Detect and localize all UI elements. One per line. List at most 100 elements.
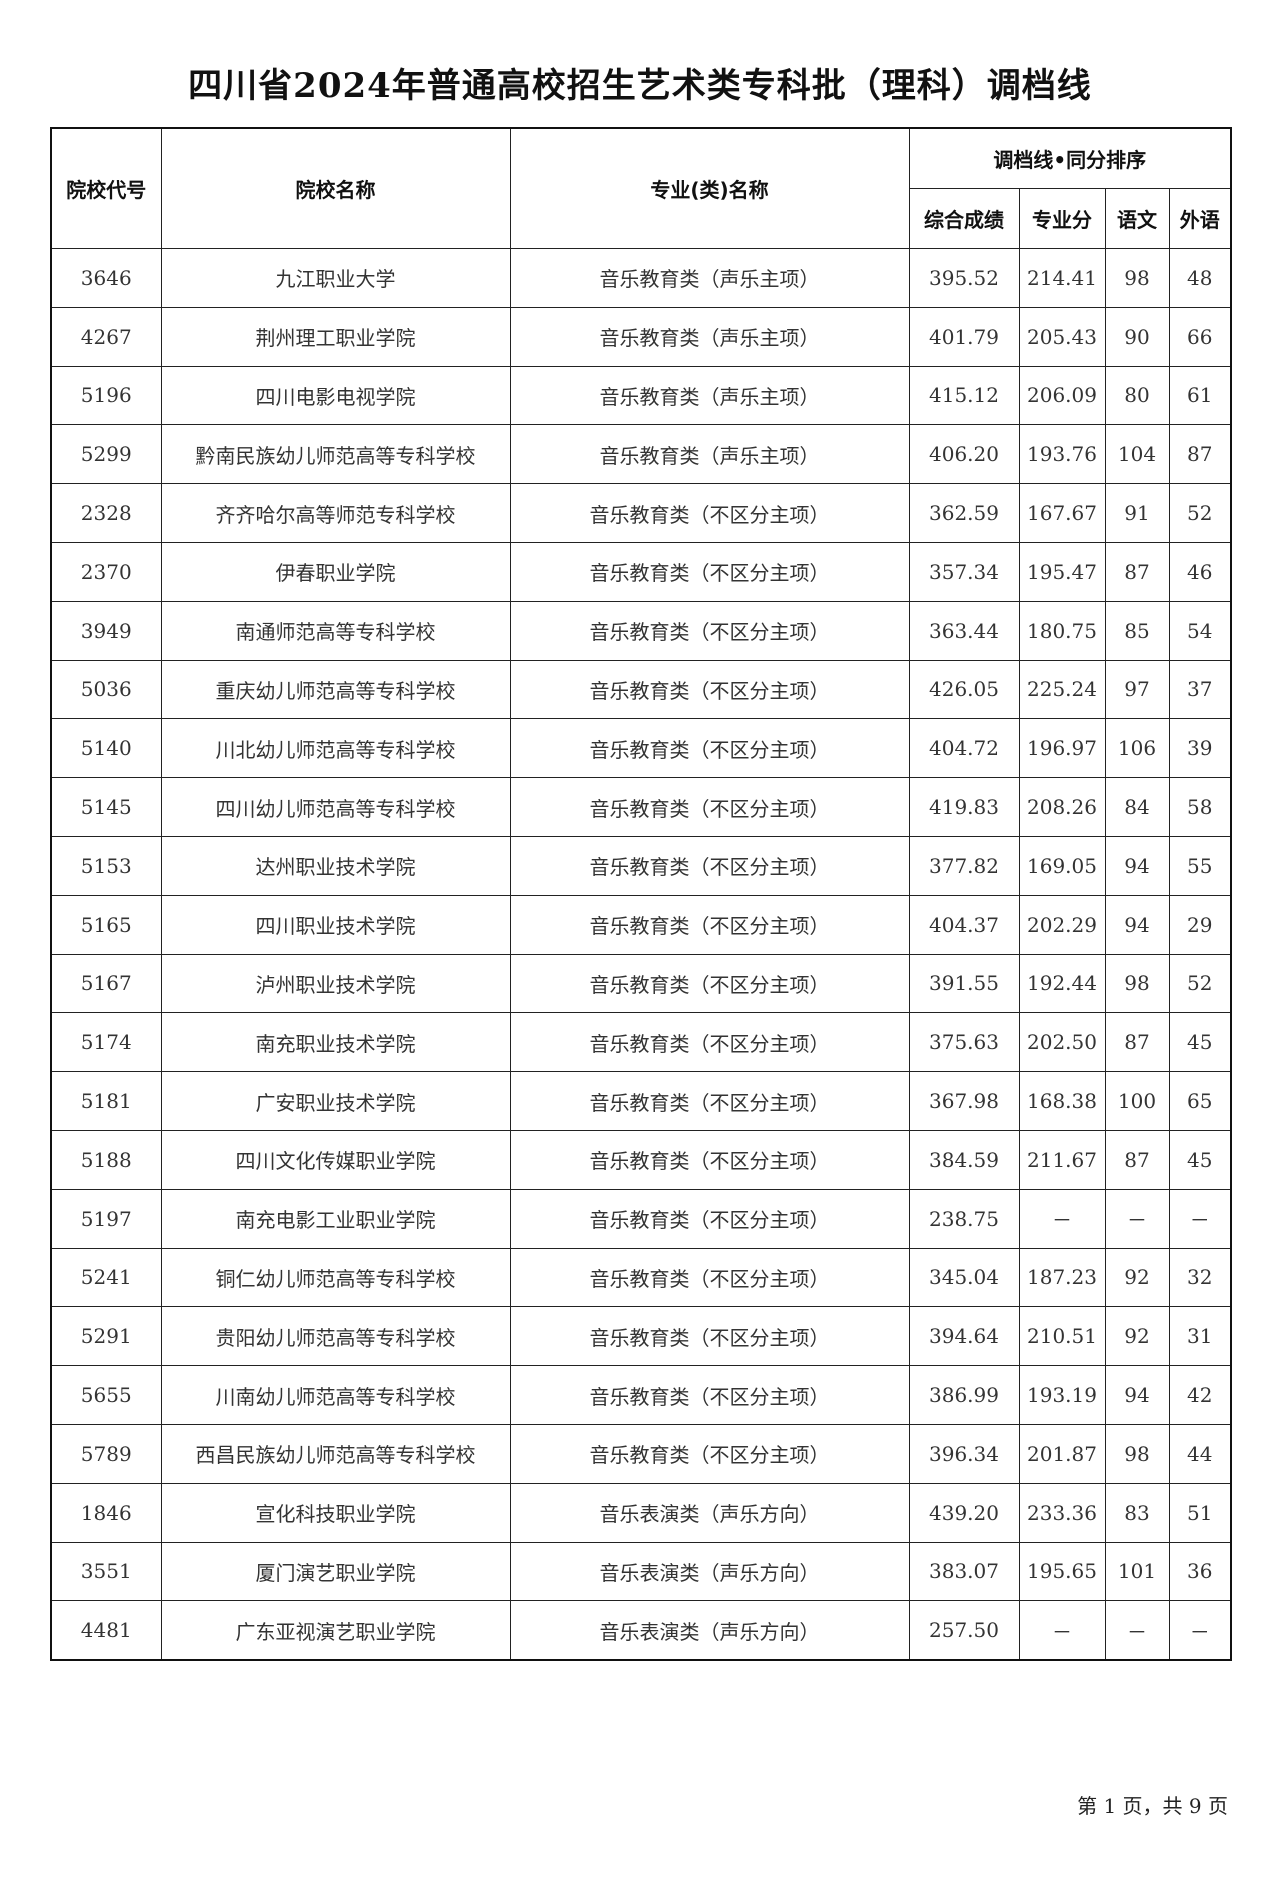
cell-total: 383.07 [908,1541,1020,1602]
cell-major: 音乐教育类（不区分主项） [509,1365,910,1425]
cell-code: 5165 [50,894,162,955]
cell-school: 西昌民族幼儿师范高等专科学校 [160,1423,511,1484]
table-row: 5181 广安职业技术学院 音乐教育类（不区分主项） 367.98 168.38 100 6… [50,1071,1232,1131]
cell-total: 404.37 [908,894,1020,955]
cell-chinese: 87 [1104,1129,1170,1190]
cell-major: 音乐教育类（不区分主项） [509,659,910,720]
table-row: 5165 四川职业技术学院 音乐教育类（不区分主项） 404.37 202.29 94 29 [50,894,1232,955]
cell-school: 齐齐哈尔高等师范专科学校 [160,483,511,543]
cell-major: 音乐表演类（声乐方向） [509,1482,910,1543]
cell-total: 394.64 [908,1306,1020,1367]
cell-code: 5153 [50,835,162,896]
cell-total: 426.05 [908,659,1020,720]
cell-major: 音乐教育类（声乐主项） [509,306,910,367]
cell-code: 5167 [50,953,162,1014]
cell-total: 391.55 [908,953,1020,1014]
cell-major: 音乐教育类（不区分主项） [509,777,910,837]
cell-chinese: 92 [1104,1306,1170,1367]
table-row: 1846 宣化科技职业学院 音乐表演类（声乐方向） 439.20 233.36 83 51 [50,1482,1232,1543]
cell-total: 345.04 [908,1247,1020,1308]
cell-school: 四川幼儿师范高等专科学校 [160,777,511,837]
cell-chinese: 100 [1104,1071,1170,1131]
table-row: 5036 重庆幼儿师范高等专科学校 音乐教育类（不区分主项） 426.05 225.24… [50,659,1232,720]
cell-prof: 195.47 [1018,541,1106,602]
cell-foreign: 55 [1168,835,1232,896]
cell-major: 音乐教育类（声乐主项） [509,424,910,485]
cell-school: 广安职业技术学院 [160,1071,511,1131]
cell-total: 377.82 [908,835,1020,896]
cell-prof: 180.75 [1018,600,1106,661]
cell-foreign: 87 [1168,424,1232,485]
cell-prof: 205.43 [1018,306,1106,367]
cell-chinese: 101 [1104,1541,1170,1602]
cell-chinese: 85 [1104,600,1170,661]
cell-chinese: 97 [1104,659,1170,720]
cell-prof: 167.67 [1018,483,1106,543]
cell-foreign: 37 [1168,659,1232,720]
cell-major: 音乐表演类（声乐方向） [509,1600,910,1661]
header-foreign: 外语 [1168,188,1232,249]
cell-prof: 168.38 [1018,1071,1106,1131]
cell-code: 5145 [50,777,162,837]
cell-prof: 225.24 [1018,659,1106,720]
cell-chinese: － [1104,1188,1170,1249]
cell-chinese: 80 [1104,365,1170,426]
cell-school: 四川文化传媒职业学院 [160,1129,511,1190]
cell-foreign: 61 [1168,365,1232,426]
cell-code: 4481 [50,1600,162,1661]
cell-school: 四川职业技术学院 [160,894,511,955]
cell-total: 386.99 [908,1365,1020,1425]
cell-prof: － [1018,1600,1106,1661]
table-row: 4267 荆州理工职业学院 音乐教育类（声乐主项） 401.79 205.43 90 66 [50,306,1232,367]
cell-total: 396.34 [908,1423,1020,1484]
cell-major: 音乐教育类（不区分主项） [509,600,910,661]
header-group: 调档线•同分排序 [908,127,1232,189]
cell-total: 401.79 [908,306,1020,367]
cell-school: 四川电影电视学院 [160,365,511,426]
cell-major: 音乐教育类（不区分主项） [509,894,910,955]
table-row: 5174 南充职业技术学院 音乐教育类（不区分主项） 375.63 202.50 87 45 [50,1012,1232,1073]
cell-foreign: 36 [1168,1541,1232,1602]
cell-total: 406.20 [908,424,1020,485]
cell-total: 384.59 [908,1129,1020,1190]
cell-prof: － [1018,1188,1106,1249]
cell-chinese: 94 [1104,1365,1170,1425]
cell-school: 南通师范高等专科学校 [160,600,511,661]
cell-foreign: 65 [1168,1071,1232,1131]
cell-prof: 195.65 [1018,1541,1106,1602]
cell-prof: 202.29 [1018,894,1106,955]
cell-major: 音乐表演类（声乐方向） [509,1541,910,1602]
table-row: 3646 九江职业大学 音乐教育类（声乐主项） 395.52 214.41 98 48 [50,248,1232,308]
cell-foreign: 39 [1168,718,1232,779]
cell-total: 362.59 [908,483,1020,543]
cell-prof: 211.67 [1018,1129,1106,1190]
cell-foreign: 48 [1168,248,1232,308]
cell-major: 音乐教育类（声乐主项） [509,365,910,426]
table-row: 5167 泸州职业技术学院 音乐教育类（不区分主项） 391.55 192.44 98 52 [50,953,1232,1014]
table-row: 5291 贵阳幼儿师范高等专科学校 音乐教育类（不区分主项） 394.64 210.51… [50,1306,1232,1367]
cell-chinese: 92 [1104,1247,1170,1308]
cell-school: 铜仁幼儿师范高等专科学校 [160,1247,511,1308]
table-row: 2370 伊春职业学院 音乐教育类（不区分主项） 357.34 195.47 87 46 [50,541,1232,602]
cell-foreign: 51 [1168,1482,1232,1543]
table-row: 5196 四川电影电视学院 音乐教育类（声乐主项） 415.12 206.09 80 61 [50,365,1232,426]
table-row: 5299 黔南民族幼儿师范高等专科学校 音乐教育类（声乐主项） 406.20 193.7… [50,424,1232,485]
cell-school: 南充电影工业职业学院 [160,1188,511,1249]
table-row: 5655 川南幼儿师范高等专科学校 音乐教育类（不区分主项） 386.99 193.19… [50,1365,1232,1425]
cell-code: 3646 [50,248,162,308]
cell-code: 1846 [50,1482,162,1543]
cell-prof: 193.76 [1018,424,1106,485]
cell-code: 5140 [50,718,162,779]
cell-school: 川北幼儿师范高等专科学校 [160,718,511,779]
cell-code: 5196 [50,365,162,426]
table-row: 5789 西昌民族幼儿师范高等专科学校 音乐教育类（不区分主项） 396.34 201.… [50,1423,1232,1484]
cell-school: 宣化科技职业学院 [160,1482,511,1543]
cell-chinese: 98 [1104,953,1170,1014]
cell-prof: 208.26 [1018,777,1106,837]
cell-chinese: 91 [1104,483,1170,543]
cell-total: 257.50 [908,1600,1020,1661]
cell-chinese: 94 [1104,835,1170,896]
cell-major: 音乐教育类（不区分主项） [509,835,910,896]
cell-total: 375.63 [908,1012,1020,1073]
cell-chinese: 83 [1104,1482,1170,1543]
